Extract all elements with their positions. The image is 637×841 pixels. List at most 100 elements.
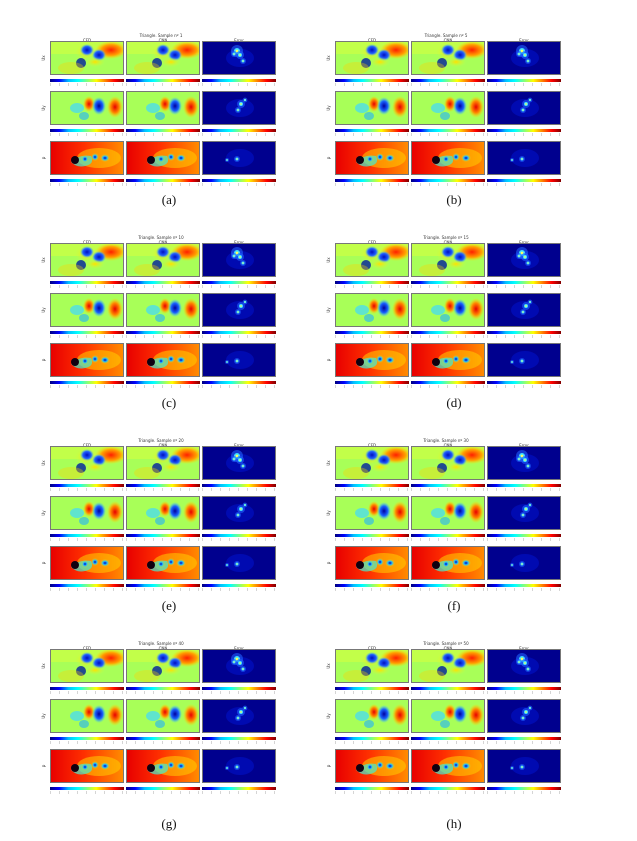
p-field-cnn-plot	[126, 141, 200, 175]
colorbar	[202, 787, 276, 790]
colorbar	[202, 584, 276, 587]
colorbar-ticks	[50, 385, 124, 388]
colorbar	[487, 281, 561, 284]
p-field-error-plot	[202, 546, 276, 580]
colorbar	[411, 687, 485, 690]
colorbar-ticks	[487, 183, 561, 186]
colorbar-ticks	[202, 335, 276, 338]
p-field-error-plot	[487, 546, 561, 580]
colorbar	[202, 737, 276, 740]
colorbar	[335, 687, 409, 690]
column-header: CFD	[367, 240, 377, 245]
colorbar	[335, 381, 409, 384]
colorbar-ticks	[126, 588, 200, 591]
uy-field-error-plot	[487, 91, 561, 125]
colorbar-ticks	[202, 285, 276, 288]
column-header: Error	[234, 646, 244, 651]
ux-field-cnn-plot	[126, 243, 200, 277]
colorbar-ticks	[411, 83, 485, 86]
colorbar	[487, 534, 561, 537]
colorbar	[50, 534, 124, 537]
subfigure-panel: Triangle. Sample nº 1 CFD CNN Error Ux	[41, 33, 280, 213]
colorbar-ticks	[487, 285, 561, 288]
ux-field-error-plot	[202, 41, 276, 75]
column-header: CFD	[82, 443, 92, 448]
subfigure-panel: Triangle. Sample nº 15 CFD CNN Error Ux	[326, 235, 565, 415]
uy-field-cfd-plot	[50, 496, 124, 530]
colorbar-ticks	[202, 488, 276, 491]
uy-field-cfd-plot	[50, 699, 124, 733]
colorbar	[487, 79, 561, 82]
colorbar	[487, 381, 561, 384]
colorbar-ticks	[335, 183, 409, 186]
ux-field-cnn-plot	[411, 41, 485, 75]
colorbar	[126, 787, 200, 790]
colorbar	[487, 484, 561, 487]
colorbar-ticks	[411, 133, 485, 136]
colorbar	[411, 737, 485, 740]
colorbar	[202, 331, 276, 334]
panel-title: Triangle. Sample nº 30	[423, 438, 469, 443]
panel-title: Triangle. Sample nº 15	[423, 235, 469, 240]
colorbar-ticks	[411, 538, 485, 541]
column-header: CFD	[82, 240, 92, 245]
p-field-cfd-plot	[50, 141, 124, 175]
colorbar-ticks	[411, 285, 485, 288]
subfigure-panel: Triangle. Sample nº 5 CFD CNN Error Ux	[326, 33, 565, 213]
colorbar-ticks	[126, 285, 200, 288]
colorbar-ticks	[50, 183, 124, 186]
colorbar-ticks	[335, 335, 409, 338]
colorbar-ticks	[202, 691, 276, 694]
colorbar	[126, 534, 200, 537]
colorbar-ticks	[335, 741, 409, 744]
colorbar	[335, 737, 409, 740]
colorbar	[411, 584, 485, 587]
colorbar	[126, 281, 200, 284]
column-header: CNN	[158, 443, 168, 448]
colorbar	[411, 331, 485, 334]
ux-field-cnn-plot	[411, 649, 485, 683]
colorbar-ticks	[335, 133, 409, 136]
p-field-cfd-plot	[335, 141, 409, 175]
colorbar	[202, 179, 276, 182]
colorbar-ticks	[126, 741, 200, 744]
ux-field-cnn-plot	[411, 243, 485, 277]
uy-field-cfd-plot	[50, 91, 124, 125]
colorbar-ticks	[487, 691, 561, 694]
subfigure-caption: (e)	[161, 598, 177, 613]
colorbar	[335, 179, 409, 182]
uy-field-cfd-plot	[50, 293, 124, 327]
ux-field-cnn-plot	[126, 41, 200, 75]
colorbar-ticks	[487, 791, 561, 794]
colorbar	[50, 737, 124, 740]
uy-field-error-plot	[202, 293, 276, 327]
colorbar-ticks	[335, 538, 409, 541]
ux-field-error-plot	[487, 41, 561, 75]
colorbar	[487, 737, 561, 740]
subfigure-caption: (b)	[446, 192, 462, 207]
colorbar-ticks	[411, 588, 485, 591]
colorbar-ticks	[411, 183, 485, 186]
colorbar-ticks	[50, 335, 124, 338]
colorbar-ticks	[487, 385, 561, 388]
colorbar-ticks	[126, 488, 200, 491]
colorbar	[335, 787, 409, 790]
colorbar	[50, 79, 124, 82]
colorbar	[202, 281, 276, 284]
ux-field-cfd-plot	[335, 446, 409, 480]
colorbar	[50, 381, 124, 384]
column-header: CNN	[443, 38, 453, 43]
colorbar-ticks	[50, 285, 124, 288]
ux-field-cfd-plot	[50, 446, 124, 480]
colorbar	[50, 179, 124, 182]
colorbar-ticks	[126, 791, 200, 794]
panel-title: Triangle. Sample nº 20	[138, 438, 184, 443]
ux-field-error-plot	[487, 649, 561, 683]
uy-field-cnn-plot	[411, 91, 485, 125]
colorbar	[50, 281, 124, 284]
panel-title: Triangle. Sample nº 1	[139, 33, 183, 38]
colorbar-ticks	[202, 791, 276, 794]
p-field-error-plot	[487, 141, 561, 175]
colorbar	[411, 534, 485, 537]
colorbar	[487, 129, 561, 132]
